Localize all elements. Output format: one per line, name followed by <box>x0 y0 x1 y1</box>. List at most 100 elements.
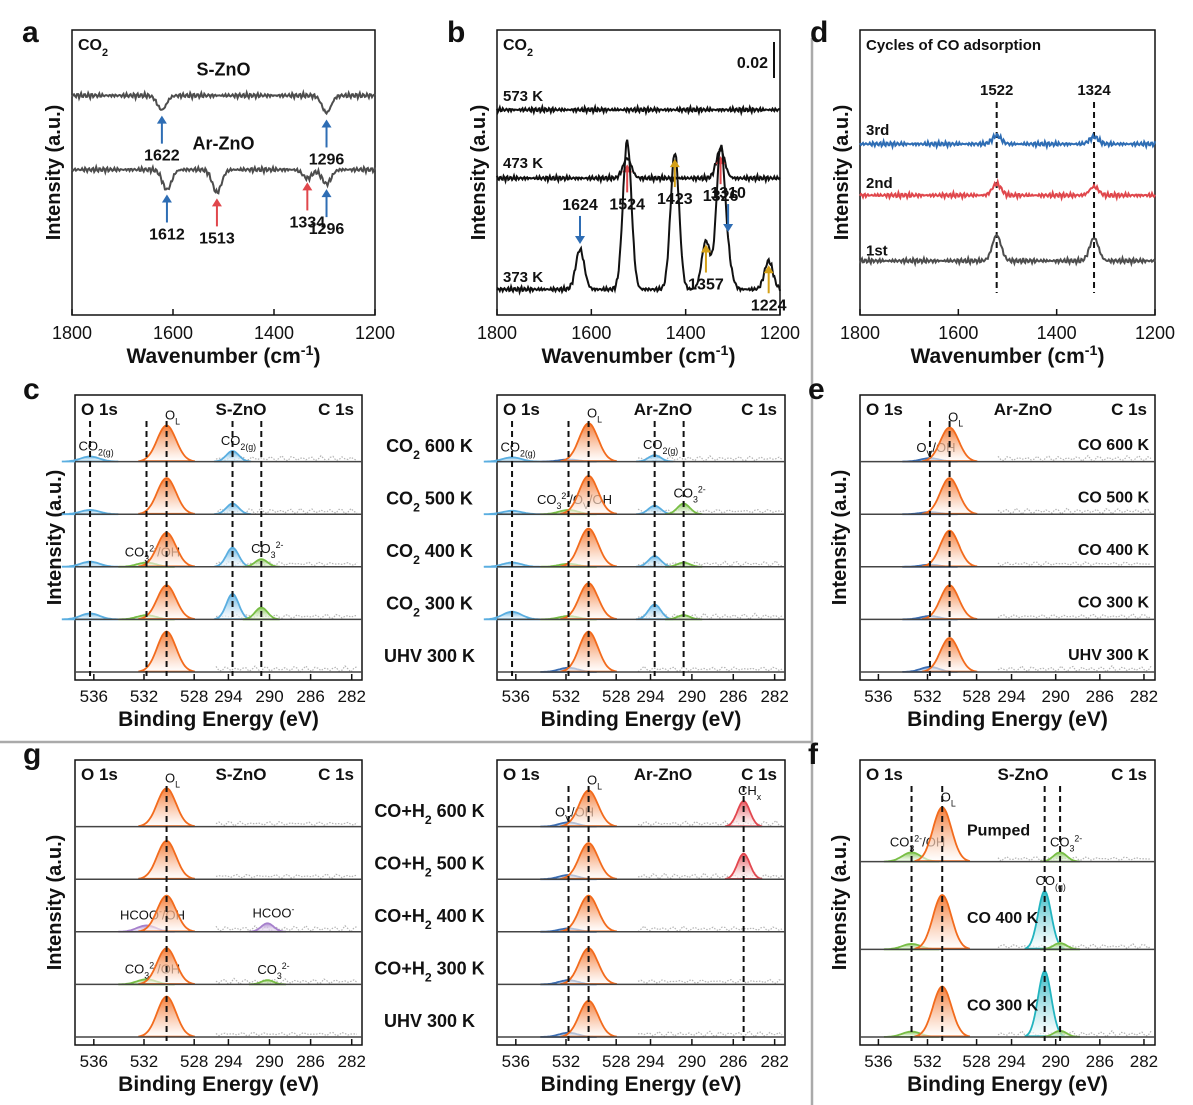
text-part: L <box>951 798 956 808</box>
peak <box>249 922 286 933</box>
plot-frame <box>859 394 1156 681</box>
x-tick-label: 1800 <box>52 323 92 343</box>
background-data <box>997 561 1152 568</box>
text-part: 2- <box>914 833 922 843</box>
plot-frame <box>74 759 363 1046</box>
row-label: CO+H2 500 K <box>374 853 484 879</box>
peak-label: 1524 <box>609 196 645 213</box>
peak-label: CO32- <box>251 540 283 560</box>
x-tick-label: 290 <box>255 687 283 706</box>
text-part: ) <box>1097 345 1104 368</box>
text-part: 3 <box>144 554 149 564</box>
x-axis-label: Binding Energy (eV) <box>907 1073 1108 1096</box>
text-part: 2 <box>102 47 108 59</box>
background-data <box>637 872 783 881</box>
row-label: CO 400 K <box>1078 542 1150 559</box>
x-tick-label: 1800 <box>477 323 517 343</box>
text-part: -1 <box>716 343 729 359</box>
peak-label: OL <box>165 770 180 789</box>
background-data <box>215 924 358 933</box>
peak-label: 1612 <box>149 227 185 244</box>
text-part: 2(g) <box>663 446 679 456</box>
x-tick-label: 1800 <box>840 323 880 343</box>
sample-label: Ar-ZnO <box>634 400 693 419</box>
y-axis-label: Intensity (a.u.) <box>829 470 851 606</box>
scale-bar-label: 0.02 <box>737 55 768 72</box>
text-part: 3 <box>1069 843 1074 853</box>
text-part: 2- <box>276 540 284 550</box>
plot-frame <box>71 29 376 316</box>
region-label: O 1s <box>866 400 903 419</box>
x-tick-label: 290 <box>678 687 706 706</box>
text-part: CO <box>537 492 557 507</box>
text-part: CO+H <box>374 906 425 926</box>
x-tick-label: 528 <box>962 1052 990 1071</box>
peak-label: CO2(g) <box>643 437 678 456</box>
panel-letter: g <box>23 738 41 771</box>
peak <box>213 546 252 568</box>
row-label: CO 300 K <box>1078 595 1150 612</box>
peak-label: OL <box>587 772 602 791</box>
arrow-head <box>211 198 222 207</box>
row-label: UHV 300 K <box>384 1011 475 1031</box>
x-tick-label: 294 <box>214 687 242 706</box>
peak-label: 1326 <box>703 188 739 205</box>
row-label: UHV 300 K <box>1068 647 1149 664</box>
text-part: CO <box>503 37 527 54</box>
row-label: CO2 600 K <box>386 436 473 462</box>
text-part: 3 <box>556 501 561 511</box>
text-part: 2(g) <box>98 447 114 457</box>
text-part: 500 K <box>420 488 473 508</box>
peak-label: 1296 <box>309 151 345 168</box>
peak-label: 1334 <box>290 214 326 231</box>
x-axis-label: Wavenumber (cm-1) <box>911 343 1105 368</box>
x-tick-label: 536 <box>80 687 108 706</box>
peak-label: CO2(g) <box>500 439 535 458</box>
x-axis-label: Binding Energy (eV) <box>907 708 1108 731</box>
text-part: CO <box>386 594 413 614</box>
row-label: CO2 500 K <box>386 488 473 514</box>
x-tick-label: 532 <box>130 1052 158 1071</box>
peak-label: OL <box>941 789 956 808</box>
x-tick-label: 282 <box>338 1052 366 1071</box>
text-part: 2- <box>1074 833 1082 843</box>
x-tick-label: 1600 <box>938 323 978 343</box>
panel-letter: f <box>808 738 819 771</box>
text-part: 3 <box>693 495 698 505</box>
plot-frame <box>859 29 1156 316</box>
text-part: 2 <box>413 500 420 514</box>
text-part: 3 <box>277 971 282 981</box>
background-data <box>215 560 358 567</box>
x-tick-label: 294 <box>997 1052 1025 1071</box>
row-label: CO+H2 300 K <box>374 959 484 985</box>
panel-letter: c <box>23 373 40 406</box>
peak-label: 1423 <box>657 191 693 208</box>
background-data <box>637 978 783 985</box>
x-tick-label: 528 <box>180 687 208 706</box>
background-data <box>637 508 783 514</box>
x-tick-label: 1200 <box>1135 323 1175 343</box>
x-tick-label: 1600 <box>153 323 193 343</box>
sample-label: Ar-ZnO <box>634 765 693 784</box>
peak-label: CO2(g) <box>221 433 256 452</box>
text-part: CO <box>386 541 413 561</box>
peak-label: HCOO- <box>252 904 294 920</box>
region-label: C 1s <box>318 400 354 419</box>
x-tick-label: 282 <box>1130 1052 1158 1071</box>
arrow-head <box>763 265 774 274</box>
text-part: 2- <box>149 960 157 970</box>
text-part: x <box>757 792 762 802</box>
row-label: CO 300 K <box>967 998 1039 1015</box>
text-part: CO <box>125 961 145 976</box>
x-tick-label: 536 <box>864 1052 892 1071</box>
series-label: 473 K <box>503 155 543 172</box>
row-label: UHV 300 K <box>384 646 475 666</box>
background-data <box>215 873 358 880</box>
text-part: L <box>175 416 180 426</box>
text-part: 600 K <box>420 436 473 456</box>
arrow-head <box>669 159 680 168</box>
text-part: Wavenumber (cm <box>542 345 716 368</box>
peak <box>138 894 195 933</box>
peak-label: CO32- <box>673 485 705 505</box>
peak-label: CO(g) <box>1036 873 1066 892</box>
